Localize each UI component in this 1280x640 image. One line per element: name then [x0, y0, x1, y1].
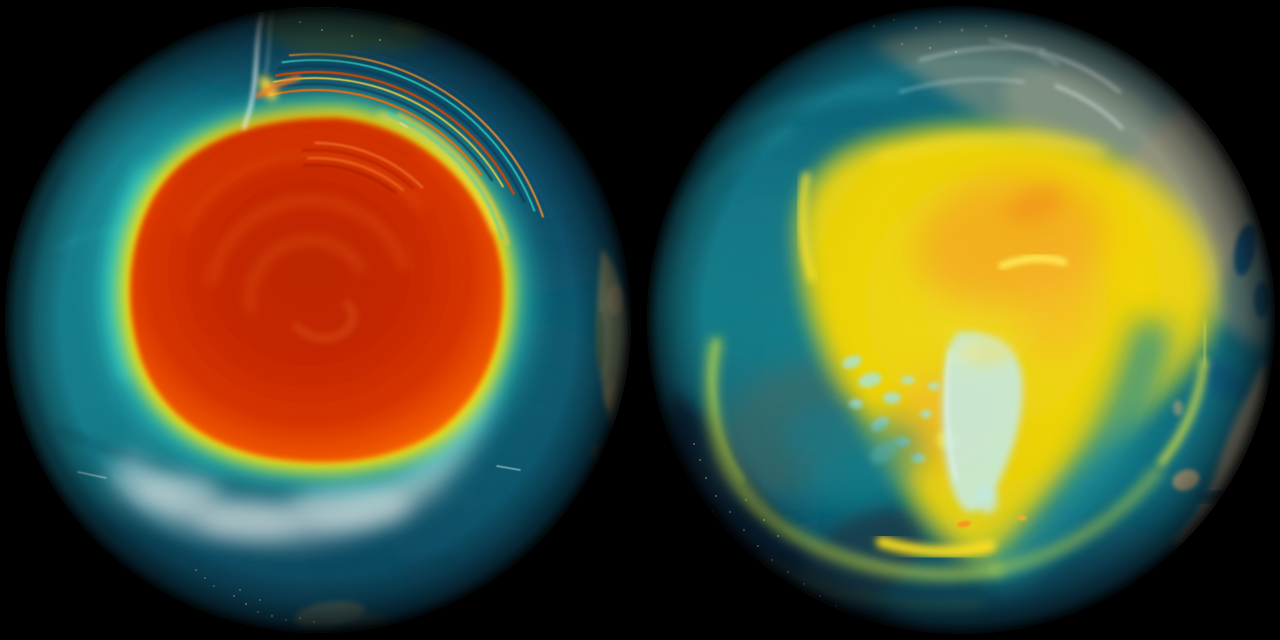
left-globe-limb-shading — [5, 7, 631, 633]
right-globe-limb-shading — [647, 6, 1275, 634]
